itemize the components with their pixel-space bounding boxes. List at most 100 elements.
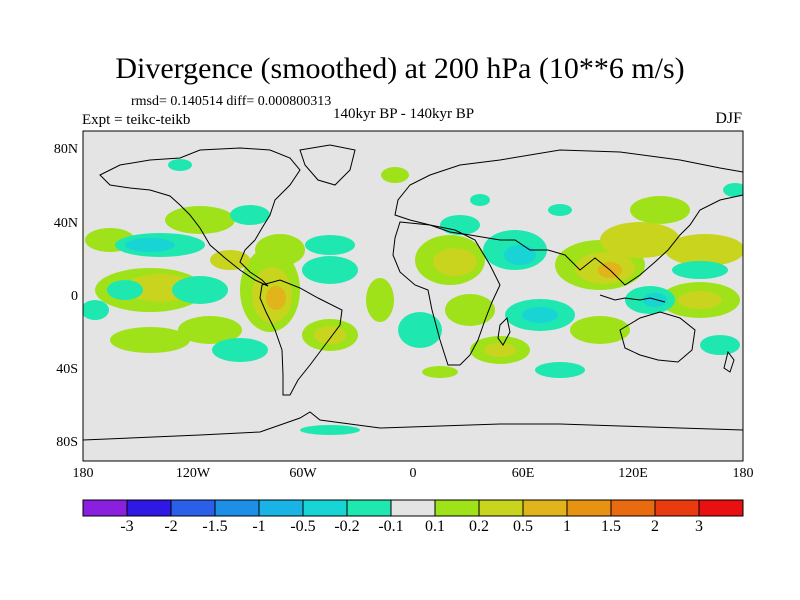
lon-label-60w: 60W — [289, 466, 317, 481]
field-patch — [672, 261, 728, 279]
colorbar-box — [346, 499, 392, 517]
field-patch — [422, 366, 458, 378]
field-patch — [178, 316, 242, 344]
field-patch — [548, 204, 572, 216]
coastline-antarctica — [83, 411, 743, 441]
coastline-south-america — [259, 279, 343, 396]
colorbar-label: 2 — [651, 518, 659, 535]
field-patch — [504, 245, 536, 265]
field-patch — [255, 234, 305, 266]
colorbar-label: -0.5 — [290, 518, 316, 535]
field-patch — [110, 327, 190, 353]
colorbar-label: -2 — [164, 518, 178, 535]
field-patch — [440, 215, 480, 235]
colorbar-box — [170, 499, 216, 517]
colorbar-box — [566, 499, 612, 517]
field-patch — [165, 206, 235, 234]
field-patch — [665, 234, 743, 266]
colorbar-box — [390, 499, 436, 517]
field-patch — [172, 276, 228, 304]
field-patch — [535, 362, 585, 378]
experiment-label: Expt = teikc-teikb — [82, 112, 191, 128]
coastline-eurasia — [394, 149, 743, 286]
coastline-new-zealand — [723, 350, 735, 373]
colorbar-label: -3 — [120, 518, 134, 535]
lat-label-40n: 40N — [53, 216, 78, 231]
field-patch — [83, 300, 109, 320]
field-patch — [600, 222, 680, 258]
field-patch — [484, 343, 516, 357]
colorbar-label: 1.5 — [601, 518, 621, 535]
field-patch — [168, 159, 192, 171]
colorbar-label: -0.1 — [378, 518, 404, 535]
field-patch — [643, 293, 667, 307]
coastline-maritime-continent — [599, 294, 666, 303]
lat-label-0: 0 — [71, 289, 78, 304]
colorbar-box — [82, 499, 128, 517]
field-patch — [212, 338, 268, 362]
field-patch — [300, 425, 360, 435]
divergence-field — [83, 159, 743, 435]
colorbar-box — [478, 499, 524, 517]
map-frame — [82, 130, 744, 462]
chart-title: Divergence (smoothed) at 200 hPa (10**6 … — [115, 52, 685, 85]
field-patch — [107, 280, 143, 300]
colorbar-box — [126, 499, 172, 517]
colorbar-label: 0.2 — [469, 518, 489, 535]
colorbar-box — [434, 499, 480, 517]
rmsd-diff-stats: rmsd= 0.140514 diff= 0.000800313 — [131, 94, 332, 109]
coastlines — [83, 144, 743, 441]
field-patch — [125, 238, 175, 252]
colorbar-label: 3 — [695, 518, 703, 535]
field-patch — [381, 167, 409, 183]
colorbar-label: -0.2 — [334, 518, 360, 535]
lon-label-60e: 60E — [511, 466, 535, 481]
lon-label-0: 0 — [409, 466, 417, 481]
field-patch — [210, 250, 250, 270]
colorbar-label: -1.5 — [202, 518, 228, 535]
colorbar-box — [302, 499, 348, 517]
lat-label-40s: 40S — [56, 362, 78, 377]
season-label: DJF — [715, 110, 742, 127]
lon-label-180w: 180 — [72, 466, 94, 481]
coastline-madagascar — [497, 316, 511, 346]
colorbar-label: 0.1 — [425, 518, 445, 535]
field-patch — [570, 316, 630, 344]
field-patch — [314, 326, 346, 344]
field-patch — [723, 183, 743, 197]
colorbar-label: 1 — [563, 518, 571, 535]
period-label: 140kyr BP - 140kyr BP — [333, 106, 475, 122]
colorbar-label: 0.5 — [513, 518, 533, 535]
coastline-north-america — [99, 147, 301, 287]
field-patch — [433, 248, 477, 276]
field-patch — [700, 335, 740, 355]
lon-label-120e: 120E — [618, 466, 648, 481]
field-patch — [678, 291, 722, 309]
field-patch — [630, 196, 690, 224]
coastline-greenland — [299, 144, 356, 186]
field-patch — [302, 256, 358, 284]
lon-label-180e: 180 — [732, 466, 754, 481]
field-patch — [366, 278, 394, 322]
colorbar-box — [698, 499, 744, 517]
colorbar-label: -1 — [252, 518, 266, 535]
coastline-africa — [392, 221, 501, 366]
field-patch — [445, 294, 495, 326]
colorbar-box — [214, 499, 260, 517]
colorbar-box — [258, 499, 304, 517]
colorbar-box — [610, 499, 656, 517]
coastline-australia — [619, 311, 696, 363]
field-patch — [305, 235, 355, 255]
field-patch — [522, 307, 558, 323]
field-patch — [230, 205, 270, 225]
colorbar-box — [654, 499, 700, 517]
field-patch — [266, 286, 286, 310]
field-patch — [470, 194, 490, 206]
lat-label-80n: 80N — [53, 142, 78, 157]
colorbar — [82, 499, 744, 517]
lat-label-80s: 80S — [56, 435, 78, 450]
lon-label-120w: 120W — [175, 466, 211, 481]
colorbar-box — [522, 499, 568, 517]
field-patch — [398, 312, 442, 348]
